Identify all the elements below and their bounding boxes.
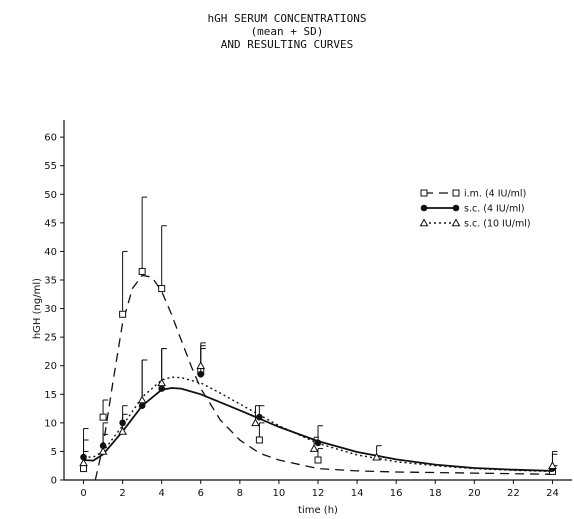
y-tick-label: 25 (44, 333, 57, 344)
data-point (309, 444, 319, 452)
x-tick-label: 14 (351, 488, 364, 499)
y-axis-label: hGH (ng/ml) (32, 278, 43, 339)
data-point (197, 370, 205, 378)
y-tick-label: 55 (44, 161, 57, 172)
data-point (372, 452, 381, 461)
data-point (314, 456, 322, 464)
legend-marker (420, 189, 428, 197)
legend-marker (452, 189, 460, 197)
y-tick-label: 15 (44, 390, 57, 401)
x-tick-label: 6 (198, 488, 204, 499)
data-point (251, 418, 260, 427)
legend-marker (451, 218, 461, 227)
legend-marker (419, 218, 429, 227)
chart-title-line-3: AND RESULTING CURVES (220, 38, 354, 51)
x-tick-label: 2 (119, 488, 125, 499)
legend-label-1: i.m. (4 IU/ml) (464, 189, 526, 200)
y-tick-label: 45 (44, 218, 57, 229)
data-point (137, 395, 147, 404)
y-tick-label: 5 (51, 447, 57, 458)
chart-title-line-1: hGH SERUM CONCENTRATIONS (207, 12, 367, 25)
data-point (119, 310, 127, 318)
data-point (99, 413, 107, 421)
legend-marker (420, 204, 428, 212)
x-tick-label: 24 (546, 488, 559, 499)
y-tick-label: 30 (44, 304, 57, 315)
x-tick-label: 10 (273, 488, 286, 499)
x-tick-label: 8 (237, 488, 243, 499)
legend-marker (452, 204, 460, 212)
data-point (138, 267, 146, 275)
y-tick-label: 10 (44, 418, 57, 429)
y-tick-label: 0 (51, 476, 57, 487)
legend-label-3: s.c. (10 IU/ml) (464, 219, 531, 230)
x-tick-label: 20 (468, 488, 481, 499)
data-point (98, 446, 108, 455)
y-tick-label: 20 (44, 361, 57, 372)
series-curve-1 (94, 274, 553, 481)
x-tick-label: 22 (507, 488, 520, 499)
data-point (118, 426, 127, 435)
x-tick-label: 4 (159, 488, 165, 499)
y-tick-label: 60 (44, 133, 57, 144)
data-point (158, 385, 165, 392)
legend-label-2: s.c. (4 IU/ml) (464, 204, 525, 215)
data-point (158, 285, 166, 293)
data-point (196, 361, 206, 370)
data-point (80, 465, 88, 473)
data-point (79, 458, 88, 467)
data-point (548, 461, 557, 470)
x-tick-label: 12 (312, 488, 325, 499)
data-point (255, 436, 263, 444)
x-tick-label: 18 (429, 488, 442, 499)
y-tick-label: 35 (44, 276, 57, 287)
data-point (157, 378, 167, 387)
y-tick-label: 40 (44, 247, 57, 258)
x-axis-label: time (h) (298, 505, 338, 516)
x-tick-label: 0 (80, 488, 86, 499)
series-curve-3 (83, 376, 553, 473)
y-tick-label: 50 (44, 190, 57, 201)
data-point (138, 402, 146, 410)
x-tick-label: 16 (390, 488, 403, 499)
chart-title-line-2: (mean + SD) (250, 25, 324, 38)
